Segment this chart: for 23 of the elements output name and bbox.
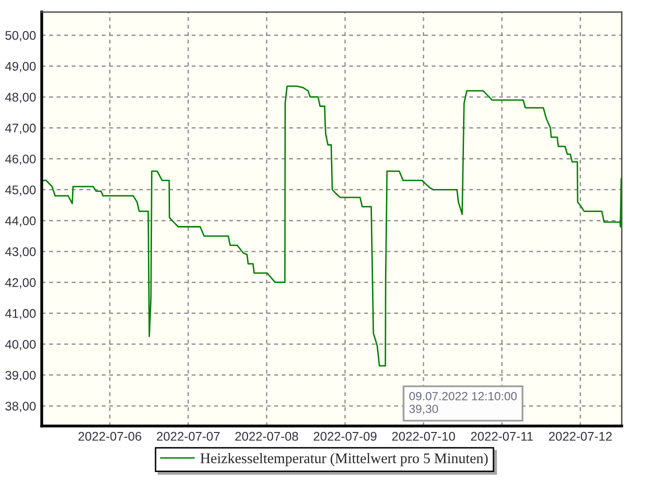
y-tick-label: 41,00 <box>5 309 36 320</box>
x-tick-label: 2022-07-11 <box>471 432 533 441</box>
y-tick-label: 43,00 <box>5 247 36 258</box>
line-series <box>42 85 622 366</box>
y-tick-label: 42,00 <box>5 278 36 288</box>
legend-label: Heizkesseltemperatur (Mittelwert pro 5 Minuten) <box>200 452 488 466</box>
y-tick-label: 47,00 <box>5 124 36 134</box>
y-tick-label: 49,00 <box>5 62 36 72</box>
y-tick-label: 45,00 <box>5 185 36 196</box>
x-tick-label: 2022-07-09 <box>314 432 376 441</box>
annotation: 09.07.2022 12:10:00 39,30 <box>409 392 517 414</box>
y-tick-label: 46,00 <box>5 154 36 165</box>
y-tick-label: 44,00 <box>5 216 36 227</box>
x-tick-label: 2022-07-08 <box>235 432 298 441</box>
y-tick-label: 38,00 <box>5 402 36 412</box>
x-tick-label: 2022-07-07 <box>156 432 220 441</box>
x-tick-label: 2022-07-12 <box>549 432 612 441</box>
y-tick-label: 48,00 <box>5 92 36 104</box>
x-tick-label: 2022-07-10 <box>392 432 455 441</box>
y-tick-label: 40,00 <box>5 340 36 350</box>
y-tick-label: 50,00 <box>5 30 36 42</box>
x-tick-label: 2022-07-06 <box>78 432 142 441</box>
y-tick-label: 39,00 <box>5 370 36 382</box>
